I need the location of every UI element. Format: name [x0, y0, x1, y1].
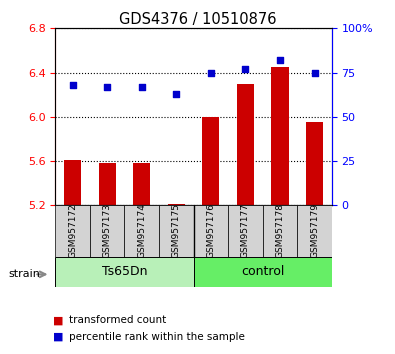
Text: GSM957178: GSM957178 — [275, 204, 284, 258]
Bar — [55, 257, 194, 287]
Text: GSM957175: GSM957175 — [172, 204, 181, 258]
Text: GSM957176: GSM957176 — [206, 204, 215, 258]
Text: transformed count: transformed count — [69, 315, 166, 325]
Point — [208, 70, 214, 75]
Bar — [64, 160, 81, 205]
Point — [139, 84, 145, 90]
Text: GSM957172: GSM957172 — [68, 204, 77, 258]
Text: GSM957179: GSM957179 — [310, 204, 319, 258]
Bar — [297, 205, 332, 257]
Text: GSM957174: GSM957174 — [137, 204, 146, 258]
Bar — [194, 205, 228, 257]
Point — [104, 84, 110, 90]
Text: GSM957173: GSM957173 — [103, 204, 112, 258]
Bar — [202, 117, 220, 205]
Bar — [124, 205, 159, 257]
Text: ■: ■ — [53, 332, 64, 342]
Point — [70, 82, 76, 88]
Text: control: control — [241, 265, 284, 278]
Text: GDS4376 / 10510876: GDS4376 / 10510876 — [119, 12, 276, 27]
Bar — [90, 205, 124, 257]
Text: Ts65Dn: Ts65Dn — [102, 265, 147, 278]
Bar — [237, 84, 254, 205]
Bar — [194, 257, 332, 287]
Bar — [55, 205, 90, 257]
Text: GSM957177: GSM957177 — [241, 204, 250, 258]
Bar — [228, 205, 263, 257]
Text: ■: ■ — [53, 315, 64, 325]
Point — [311, 70, 318, 75]
Bar — [271, 67, 289, 205]
Bar — [159, 205, 194, 257]
Text: percentile rank within the sample: percentile rank within the sample — [69, 332, 245, 342]
Point — [277, 57, 283, 63]
Point — [242, 66, 248, 72]
Bar — [167, 204, 185, 205]
Text: strain: strain — [9, 269, 41, 279]
Bar — [263, 205, 297, 257]
Bar — [306, 122, 323, 205]
Point — [173, 91, 179, 97]
Bar — [133, 163, 150, 205]
Bar — [98, 163, 116, 205]
